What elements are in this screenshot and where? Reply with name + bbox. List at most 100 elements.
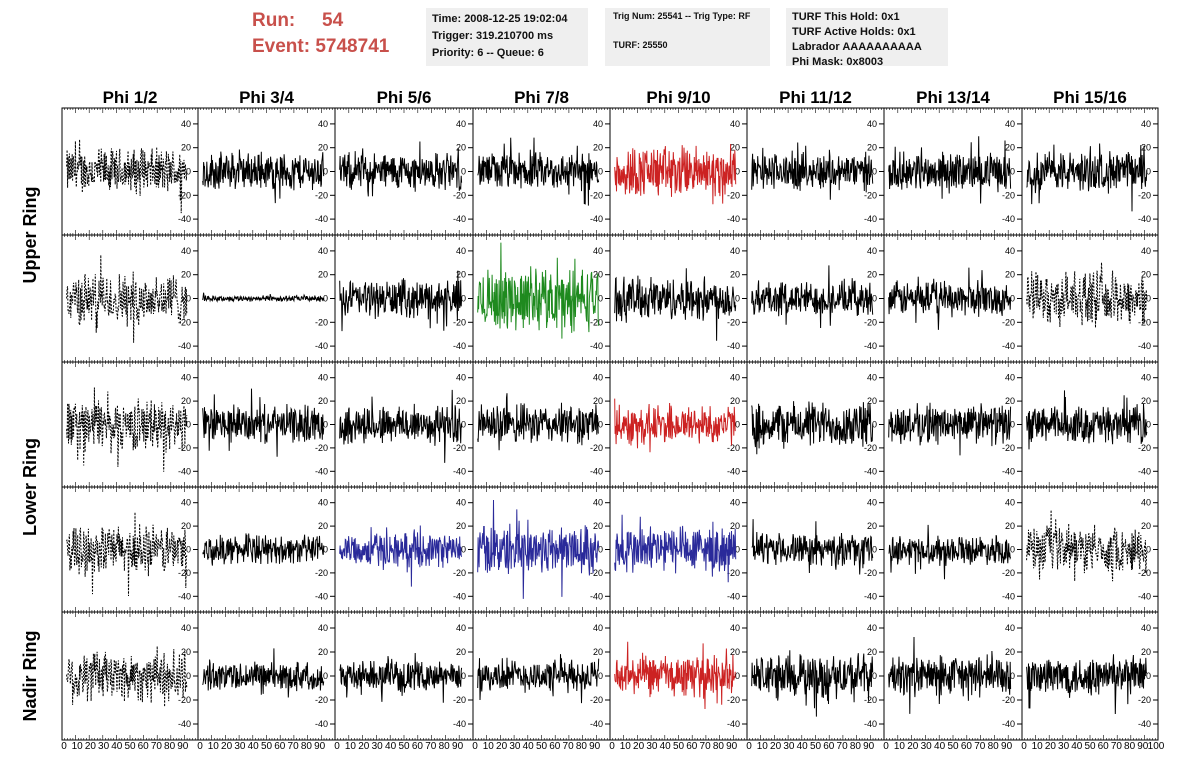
x-tick-label: 70 bbox=[974, 741, 986, 752]
y-tick-label: 20 bbox=[181, 143, 191, 153]
y-tick-label: 40 bbox=[867, 373, 877, 383]
waveform-trace bbox=[202, 533, 325, 566]
y-tick-label: -20 bbox=[1138, 695, 1151, 705]
x-tick-label: 0 bbox=[61, 741, 67, 752]
y-tick-label: -20 bbox=[453, 443, 466, 453]
y-tick-label: -20 bbox=[178, 190, 191, 200]
y-tick-label: 40 bbox=[1141, 498, 1151, 508]
y-tick-label: 20 bbox=[1005, 396, 1015, 406]
y-tick-label: 20 bbox=[593, 396, 603, 406]
y-tick-label: 20 bbox=[181, 647, 191, 657]
y-tick-label: -40 bbox=[1138, 341, 1151, 351]
y-tick-label: 40 bbox=[867, 498, 877, 508]
y-tick-label: 20 bbox=[181, 270, 191, 280]
phi-column-label: Phi 15/16 bbox=[1053, 88, 1127, 107]
phi-column-label: Phi 3/4 bbox=[239, 88, 294, 107]
x-tick-label: 40 bbox=[523, 741, 535, 752]
y-tick-label: 0 bbox=[598, 294, 603, 304]
y-tick-label: -40 bbox=[453, 719, 466, 729]
waveform-trace bbox=[202, 388, 325, 457]
x-tick-label: 70 bbox=[563, 741, 575, 752]
x-tick-label: 90 bbox=[314, 741, 326, 752]
y-tick-label: 40 bbox=[181, 119, 191, 129]
x-tick-label: 100 bbox=[1148, 741, 1165, 752]
y-tick-label: 40 bbox=[867, 246, 877, 256]
y-tick-label: -20 bbox=[727, 190, 740, 200]
run-label: Run: bbox=[252, 10, 296, 31]
x-tick-label: 10 bbox=[1032, 741, 1044, 752]
y-tick-label: -20 bbox=[590, 443, 603, 453]
trig-num-text: Trig Num: 25541 -- Trig Type: RF bbox=[613, 11, 751, 21]
y-tick-label: 20 bbox=[456, 396, 466, 406]
y-tick-label: -40 bbox=[1002, 466, 1015, 476]
phi-column-label: Phi 7/8 bbox=[514, 88, 569, 107]
x-tick-label: 90 bbox=[1137, 741, 1149, 752]
waveform-trace bbox=[614, 268, 737, 341]
x-tick-label: 40 bbox=[797, 741, 809, 752]
x-tick-label: 50 bbox=[810, 741, 822, 752]
x-tick-label: 40 bbox=[385, 741, 397, 752]
x-tick-label: 90 bbox=[452, 741, 464, 752]
y-tick-label: 40 bbox=[730, 498, 740, 508]
y-tick-label: -20 bbox=[727, 568, 740, 578]
y-tick-label: 40 bbox=[593, 498, 603, 508]
y-tick-label: -20 bbox=[1002, 443, 1015, 453]
phi-column-label: Phi 9/10 bbox=[646, 88, 710, 107]
y-tick-label: -40 bbox=[315, 214, 328, 224]
x-tick-label: 70 bbox=[151, 741, 163, 752]
x-tick-label: 10 bbox=[483, 741, 495, 752]
x-tick-label: 50 bbox=[536, 741, 548, 752]
y-tick-label: 20 bbox=[730, 270, 740, 280]
y-tick-label: 0 bbox=[186, 167, 191, 177]
y-tick-label: -20 bbox=[864, 317, 877, 327]
x-tick-label: 40 bbox=[111, 741, 123, 752]
waveform-trace bbox=[339, 525, 463, 587]
x-tick-label: 90 bbox=[589, 741, 601, 752]
waveform-trace bbox=[477, 137, 600, 206]
waveform-trace bbox=[339, 270, 463, 332]
y-tick-label: -40 bbox=[864, 591, 877, 601]
y-tick-label: -40 bbox=[1138, 466, 1151, 476]
y-tick-label: 40 bbox=[867, 119, 877, 129]
y-tick-label: 20 bbox=[1141, 521, 1151, 531]
x-tick-label: 60 bbox=[274, 741, 286, 752]
y-tick-label: -20 bbox=[315, 695, 328, 705]
waveform-trace bbox=[1026, 143, 1148, 212]
y-tick-label: 40 bbox=[593, 246, 603, 256]
x-tick-label: 60 bbox=[138, 741, 150, 752]
x-tick-label: 80 bbox=[988, 741, 1000, 752]
y-tick-label: -40 bbox=[178, 466, 191, 476]
x-tick-label: 70 bbox=[1111, 741, 1123, 752]
waveform-trace bbox=[1026, 390, 1148, 450]
y-tick-label: -40 bbox=[1002, 719, 1015, 729]
y-tick-label: -40 bbox=[1002, 591, 1015, 601]
x-tick-label: 90 bbox=[726, 741, 738, 752]
y-tick-label: -20 bbox=[1002, 695, 1015, 705]
waveform-trace bbox=[614, 143, 737, 205]
y-tick-label: -40 bbox=[590, 591, 603, 601]
y-tick-label: -40 bbox=[1002, 341, 1015, 351]
y-tick-label: 0 bbox=[735, 671, 740, 681]
y-tick-label: 0 bbox=[1010, 167, 1015, 177]
run-event-block: Run: 54 Event: 5748741 bbox=[252, 8, 389, 60]
y-tick-label: -20 bbox=[1002, 190, 1015, 200]
y-tick-label: 40 bbox=[730, 623, 740, 633]
y-tick-label: 0 bbox=[461, 671, 466, 681]
y-tick-label: -40 bbox=[315, 341, 328, 351]
y-tick-label: 40 bbox=[181, 623, 191, 633]
x-tick-label: 70 bbox=[700, 741, 712, 752]
y-tick-label: 0 bbox=[872, 671, 877, 681]
y-tick-label: 40 bbox=[456, 623, 466, 633]
y-tick-label: -40 bbox=[178, 719, 191, 729]
